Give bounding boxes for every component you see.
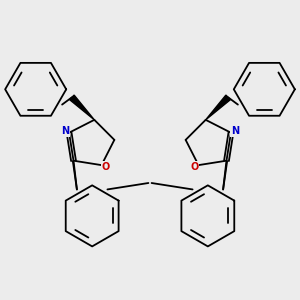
Text: O: O — [101, 162, 110, 172]
Text: N: N — [231, 126, 239, 136]
Text: O: O — [190, 162, 199, 172]
Text: N: N — [61, 126, 69, 136]
Polygon shape — [206, 95, 230, 120]
Polygon shape — [70, 95, 94, 120]
